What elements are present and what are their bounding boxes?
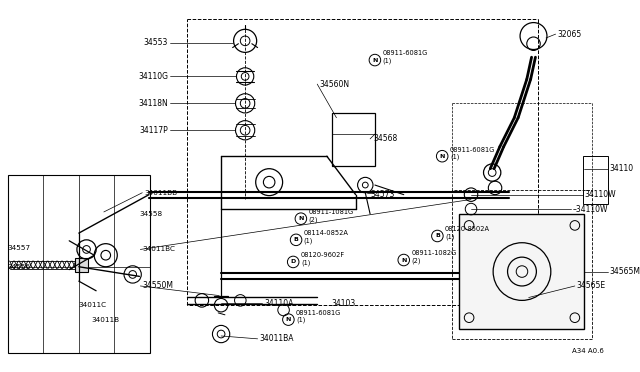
Text: D: D: [291, 259, 296, 264]
Text: 08120-9602F
(1): 08120-9602F (1): [301, 252, 345, 266]
Bar: [452, 190, 592, 339]
Text: –34110W: –34110W: [573, 205, 609, 214]
Text: N: N: [372, 58, 378, 62]
Text: 34110A: 34110A: [264, 299, 294, 308]
Bar: [75, 258, 88, 272]
Text: 34565E: 34565E: [577, 282, 606, 291]
Text: 34011BC: 34011BC: [142, 246, 175, 253]
Text: 34568: 34568: [373, 134, 397, 143]
Text: 34103: 34103: [332, 299, 356, 308]
Bar: [332, 113, 375, 166]
Text: N: N: [401, 257, 406, 263]
Text: B: B: [435, 234, 440, 238]
Text: 34011C: 34011C: [79, 302, 107, 308]
Text: 34110G: 34110G: [138, 72, 168, 81]
Bar: [460, 214, 584, 329]
Text: 34011BA: 34011BA: [260, 334, 294, 343]
Bar: [584, 156, 607, 204]
Text: B: B: [294, 237, 298, 242]
Text: 08911-6081G
(1): 08911-6081G (1): [383, 51, 428, 64]
Text: 34573: 34573: [370, 190, 394, 199]
Text: 08114-0852A
(1): 08114-0852A (1): [304, 230, 349, 244]
Text: 34557: 34557: [8, 244, 31, 250]
Text: 32065: 32065: [557, 30, 582, 39]
Text: 34110W: 34110W: [584, 190, 616, 199]
Text: 08911-1081G
(2): 08911-1081G (2): [308, 209, 354, 222]
Text: 34560N: 34560N: [319, 80, 349, 89]
Text: 34011BB: 34011BB: [144, 190, 177, 196]
Text: A34 A0.6: A34 A0.6: [572, 348, 604, 355]
Text: 34558: 34558: [140, 211, 163, 217]
Text: 08911-6081G
(1): 08911-6081G (1): [296, 310, 341, 324]
Text: 34553: 34553: [144, 38, 168, 47]
Text: 08911-1082G
(2): 08911-1082G (2): [412, 250, 457, 264]
Text: 34565M: 34565M: [609, 267, 640, 276]
Text: 34011B: 34011B: [92, 317, 120, 323]
Text: 34118N: 34118N: [138, 99, 168, 108]
Text: N: N: [298, 216, 303, 221]
Text: 34110: 34110: [609, 164, 634, 173]
Bar: [8, 176, 150, 353]
Text: 34550M: 34550M: [142, 282, 173, 291]
Text: N: N: [440, 154, 445, 159]
Text: 34556: 34556: [8, 264, 31, 270]
Text: 34117P: 34117P: [140, 126, 168, 135]
Text: 08911-6081G
(1): 08911-6081G (1): [450, 147, 495, 160]
Text: 08120-8502A
(1): 08120-8502A (1): [445, 226, 490, 240]
Text: N: N: [285, 317, 291, 322]
